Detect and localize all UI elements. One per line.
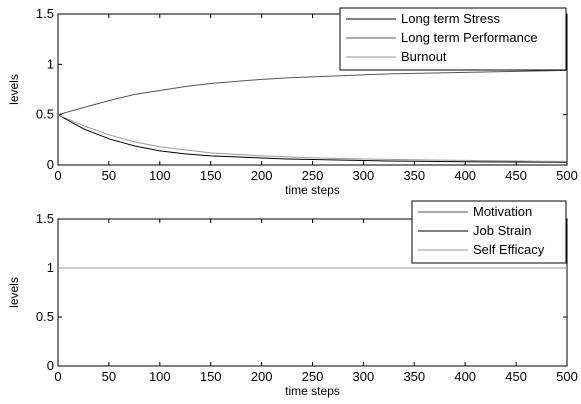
legend-box bbox=[339, 7, 567, 71]
x-tick-label: 100 bbox=[149, 168, 171, 183]
legend-label: Long term Stress bbox=[401, 11, 500, 26]
x-tick-label: 200 bbox=[251, 168, 273, 183]
x-axis-title: time steps bbox=[285, 384, 340, 398]
x-tick-label: 250 bbox=[302, 168, 324, 183]
legend-label: Long term Performance bbox=[401, 30, 538, 45]
chart-1: 0 50 100 150 200 250 300 350 400 450 500 0 0.5 1 1.5 ti… bbox=[7, 6, 578, 197]
x-tick-label: 400 bbox=[454, 369, 476, 384]
legend-label: Self Efficacy bbox=[473, 242, 545, 257]
x-tick-label: 450 bbox=[505, 168, 527, 183]
x-tick-label: 300 bbox=[353, 369, 375, 384]
x-tick-label: 100 bbox=[149, 369, 171, 384]
y-tick-label: 0.5 bbox=[36, 107, 54, 122]
y-tick-label: 1.5 bbox=[36, 211, 54, 226]
x-tick-label: 250 bbox=[302, 369, 324, 384]
series-line-1 bbox=[58, 114, 567, 163]
y-axis-title: levels bbox=[7, 277, 21, 308]
x-tick-label: 350 bbox=[403, 369, 425, 384]
x-tick-label: 500 bbox=[556, 168, 578, 183]
x-tick-label: 150 bbox=[200, 168, 222, 183]
x-tick-label: 150 bbox=[200, 369, 222, 384]
y-tick-label: 0.5 bbox=[36, 309, 54, 324]
y-tick-label: 1 bbox=[47, 260, 54, 275]
x-tick-label: 0 bbox=[54, 369, 61, 384]
legend-label: Job Strain bbox=[473, 223, 532, 238]
y-tick-label: 0 bbox=[47, 358, 54, 373]
x-tick-label: 50 bbox=[102, 369, 116, 384]
x-tick-label: 0 bbox=[54, 168, 61, 183]
x-tick-label: 200 bbox=[251, 369, 273, 384]
legend-box bbox=[411, 200, 567, 264]
x-tick-label: 450 bbox=[505, 369, 527, 384]
series-line-3 bbox=[58, 114, 567, 162]
x-tick-label: 300 bbox=[353, 168, 375, 183]
legend-label: Burnout bbox=[401, 49, 447, 64]
x-tick-label: 350 bbox=[403, 168, 425, 183]
x-axis-title: time steps bbox=[285, 183, 340, 197]
series-line-2 bbox=[58, 69, 567, 116]
chart-2: 0 50 100 150 200 250 300 350 400 450 500 0 0.5 1 1.5 ti… bbox=[7, 200, 578, 398]
y-axis-title: levels bbox=[7, 74, 21, 105]
x-tick-label: 400 bbox=[454, 168, 476, 183]
y-tick-label: 1 bbox=[47, 56, 54, 71]
x-tick-label: 50 bbox=[102, 168, 116, 183]
x-tick-label: 500 bbox=[556, 369, 578, 384]
y-tick-label: 0 bbox=[47, 157, 54, 172]
legend-label: Motivation bbox=[473, 204, 532, 219]
y-tick-label: 1.5 bbox=[36, 6, 54, 21]
